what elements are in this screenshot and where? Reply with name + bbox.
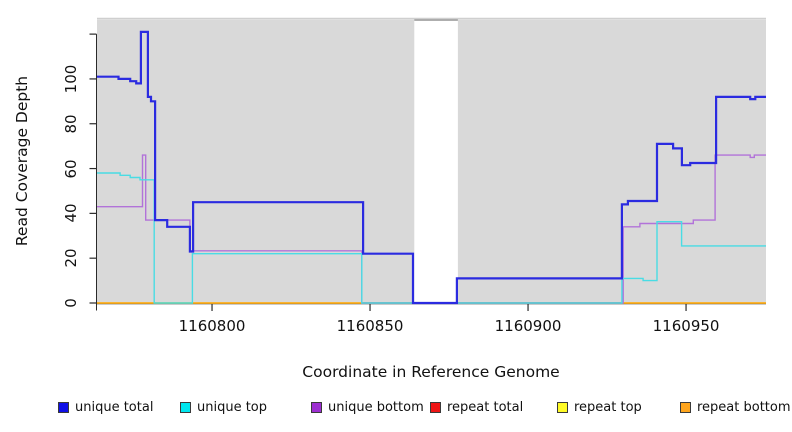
legend-swatch-icon [680, 401, 691, 413]
x-tick-label: 1160850 [336, 317, 404, 335]
y-axis-title: Read Coverage Depth [13, 75, 31, 247]
legend-label: unique top [197, 399, 268, 415]
legend-item-unique-total: unique total [58, 398, 153, 416]
legend-swatch-icon [430, 401, 441, 413]
x-tick-label: 1160900 [494, 317, 562, 335]
legend-label: unique total [75, 399, 154, 415]
y-tick-label: 80 [62, 114, 80, 134]
legend-label: repeat top [574, 399, 642, 415]
legend-item-repeat-total: repeat total [430, 398, 523, 416]
legend-label: repeat bottom [697, 399, 791, 415]
series-line-unique-bottom [97, 154, 766, 304]
y-tick-label: 20 [62, 248, 80, 268]
legend-label: repeat total [447, 399, 524, 415]
legend-swatch-icon [58, 401, 69, 413]
y-tick-label: 40 [62, 203, 80, 223]
legend-item-repeat-top: repeat top [557, 398, 642, 416]
legend-item-unique-top: unique top [180, 398, 267, 416]
x-axis-title: Coordinate in Reference Genome [302, 363, 560, 381]
legend-swatch-icon [180, 401, 191, 413]
y-tick-label: 60 [62, 159, 80, 179]
series-line-unique-total [97, 30, 766, 305]
legend-swatch-icon [557, 401, 568, 413]
legend-label: unique bottom [328, 399, 424, 415]
y-tick-label: 100 [62, 64, 80, 94]
legend-swatch-icon [311, 401, 322, 413]
no-data-gap [414, 19, 458, 303]
legend-item-unique-bottom: unique bottom [311, 398, 424, 416]
x-tick-label: 1160950 [652, 317, 720, 335]
x-tick-label: 1160800 [178, 317, 246, 335]
legend-item-repeat-bottom: repeat bottom [680, 398, 791, 416]
series-line-unique-top [97, 172, 766, 304]
y-tick-label: 0 [62, 298, 80, 308]
